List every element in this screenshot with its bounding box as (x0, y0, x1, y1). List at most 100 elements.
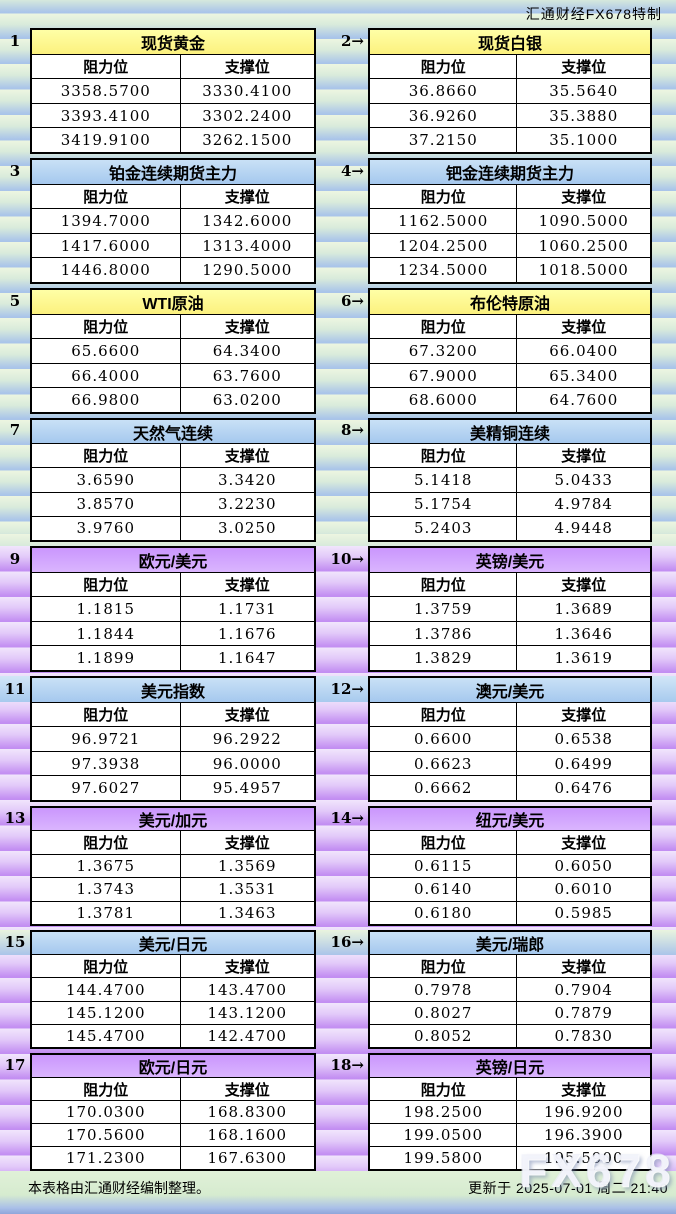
instrument-title: 钯金连续期货主力 (370, 160, 650, 184)
support-col-header: 支撑位 (516, 831, 650, 854)
level-row: 0.8052 0.7830 (370, 1023, 650, 1048)
panel-index-label: 11 (4, 679, 26, 698)
panel-index-label: 5 (9, 291, 21, 310)
level-row: 171.2300 167.6300 (32, 1146, 314, 1169)
level-row: 3.9760 3.0250 (32, 515, 314, 541)
level-row: 1.1844 1.1676 (32, 620, 314, 646)
resistance-value: 5.1418 (413, 471, 473, 489)
support-value: 167.6300 (179, 1147, 314, 1169)
panel-block: 13 美元/加元 阻力位 支撑位 1.3675 1.3569 1.3743 1.… (0, 806, 676, 926)
support-value: 66.0400 (516, 339, 650, 363)
panel-block: 1 现货黄金 阻力位 支撑位 3358.5700 3330.4100 3393.… (0, 28, 676, 154)
support-value: 143.4700 (179, 978, 314, 1001)
level-row: 1.1899 1.1647 (32, 645, 314, 670)
support-value: 143.1200 (179, 1001, 314, 1024)
level-row: 1.3829 1.3619 (370, 645, 650, 670)
column-header-row: 阻力位 支撑位 (370, 53, 650, 79)
instrument-panel: 美元指数 阻力位 支撑位 96.9721 96.2922 97.3938 96.… (30, 676, 316, 802)
support-col-header: 支撑位 (516, 955, 650, 978)
panel-block: 7 天然气连续 阻力位 支撑位 3.6590 3.3420 3.8570 3.2… (0, 418, 676, 542)
panel-index-label: 15 (4, 932, 26, 951)
level-row: 97.6027 95.4957 (32, 775, 314, 800)
support-value: 168.8300 (179, 1101, 314, 1123)
column-header-row: 阻力位 支撑位 (370, 1077, 650, 1100)
support-value: 1.3463 (179, 901, 314, 925)
support-value: 0.6050 (516, 854, 650, 878)
resistance-col-header: 阻力位 (83, 1081, 129, 1099)
level-row: 0.6600 0.6538 (370, 726, 650, 751)
level-row: 0.6115 0.6050 (370, 853, 650, 878)
instrument-title: 美精铜连续 (370, 420, 650, 444)
instrument-panel: WTI原油 阻力位 支撑位 65.6600 64.3400 66.4000 63… (30, 288, 316, 414)
instrument-title: 美元/加元 (32, 808, 314, 831)
panel-index-label: 9 (9, 549, 21, 568)
resistance-value: 1417.6000 (60, 236, 151, 255)
background-footer-band (0, 1171, 676, 1214)
column-header-row: 阻力位 支撑位 (32, 183, 314, 209)
column-header-row: 阻力位 支撑位 (370, 313, 650, 339)
support-value: 195.5900 (516, 1147, 650, 1169)
column-header-row: 阻力位 支撑位 (370, 954, 650, 978)
support-col-header: 支撑位 (179, 444, 314, 468)
resistance-value: 1162.5000 (398, 211, 489, 230)
brand-caption: 汇通财经FX678特制 (525, 6, 662, 22)
level-row: 1204.2500 1060.2500 (370, 232, 650, 258)
instrument-title: 现货白银 (370, 30, 650, 54)
level-row: 3.6590 3.3420 (32, 467, 314, 492)
resistance-value: 97.6027 (71, 779, 141, 798)
resistance-value: 0.6600 (413, 729, 473, 748)
level-row: 0.8027 0.7879 (370, 1000, 650, 1024)
support-col-header: 支撑位 (516, 314, 650, 339)
support-value: 196.3900 (516, 1124, 650, 1146)
level-row: 1394.7000 1342.6000 (32, 208, 314, 233)
resistance-value: 0.6180 (413, 903, 473, 922)
resistance-value: 5.1754 (413, 495, 473, 514)
panel-index-label: 6→ (340, 291, 364, 310)
resistance-value: 67.3200 (408, 341, 478, 360)
support-value: 0.5985 (516, 901, 650, 925)
instrument-title: 美元/日元 (32, 932, 314, 955)
level-row: 36.8660 35.5640 (370, 78, 650, 103)
level-row: 0.6662 0.6476 (370, 775, 650, 800)
support-value: 0.7879 (516, 1001, 650, 1024)
level-row: 68.6000 64.7600 (370, 387, 650, 412)
instrument-panel: 美元/加元 阻力位 支撑位 1.3675 1.3569 1.3743 1.353… (30, 806, 316, 926)
resistance-value: 36.8660 (408, 81, 478, 100)
support-value: 1290.5000 (179, 258, 314, 282)
resistance-value: 0.6140 (413, 880, 473, 899)
resistance-value: 65.6600 (71, 341, 141, 360)
support-col-header: 支撑位 (179, 955, 314, 978)
support-value: 0.6499 (516, 751, 650, 776)
instrument-panel: 现货黄金 阻力位 支撑位 3358.5700 3330.4100 3393.41… (30, 28, 316, 154)
resistance-value: 170.5600 (65, 1126, 146, 1144)
resistance-value: 67.9000 (408, 366, 478, 385)
resistance-col-header: 阻力位 (83, 958, 129, 976)
column-header-row: 阻力位 支撑位 (370, 571, 650, 597)
instrument-panel: 美元/日元 阻力位 支撑位 144.4700 143.4700 145.1200… (30, 930, 316, 1049)
level-row: 3.8570 3.2230 (32, 491, 314, 516)
instrument-panel: 铂金连续期货主力 阻力位 支撑位 1394.7000 1342.6000 141… (30, 158, 316, 284)
support-value: 3.3420 (179, 468, 314, 492)
level-row: 5.1754 4.9784 (370, 491, 650, 516)
instrument-title: 欧元/美元 (32, 548, 314, 572)
level-row: 66.4000 63.7600 (32, 362, 314, 388)
instrument-title: 美元指数 (32, 678, 314, 702)
level-row: 199.0500 196.3900 (370, 1123, 650, 1146)
support-col-header: 支撑位 (179, 831, 314, 854)
footer-source-note: 本表格由汇通财经编制整理。 (28, 1180, 210, 1196)
panel-block: 15 美元/日元 阻力位 支撑位 144.4700 143.4700 145.1… (0, 930, 676, 1049)
level-row: 67.3200 66.0400 (370, 338, 650, 363)
instrument-title: 铂金连续期货主力 (32, 160, 314, 184)
column-header-row: 阻力位 支撑位 (32, 571, 314, 597)
level-row: 96.9721 96.2922 (32, 726, 314, 751)
resistance-value: 198.2500 (403, 1103, 484, 1121)
resistance-col-header: 阻力位 (420, 706, 466, 724)
level-row: 3419.9100 3262.1500 (32, 127, 314, 152)
resistance-value: 199.5800 (403, 1149, 484, 1167)
resistance-value: 66.9800 (71, 391, 141, 410)
level-row: 1.3781 1.3463 (32, 900, 314, 925)
support-col-header: 支撑位 (179, 572, 314, 597)
panel-index-label: 2→ (340, 31, 364, 50)
instrument-title: 天然气连续 (32, 420, 314, 444)
level-row: 1.3786 1.3646 (370, 620, 650, 646)
